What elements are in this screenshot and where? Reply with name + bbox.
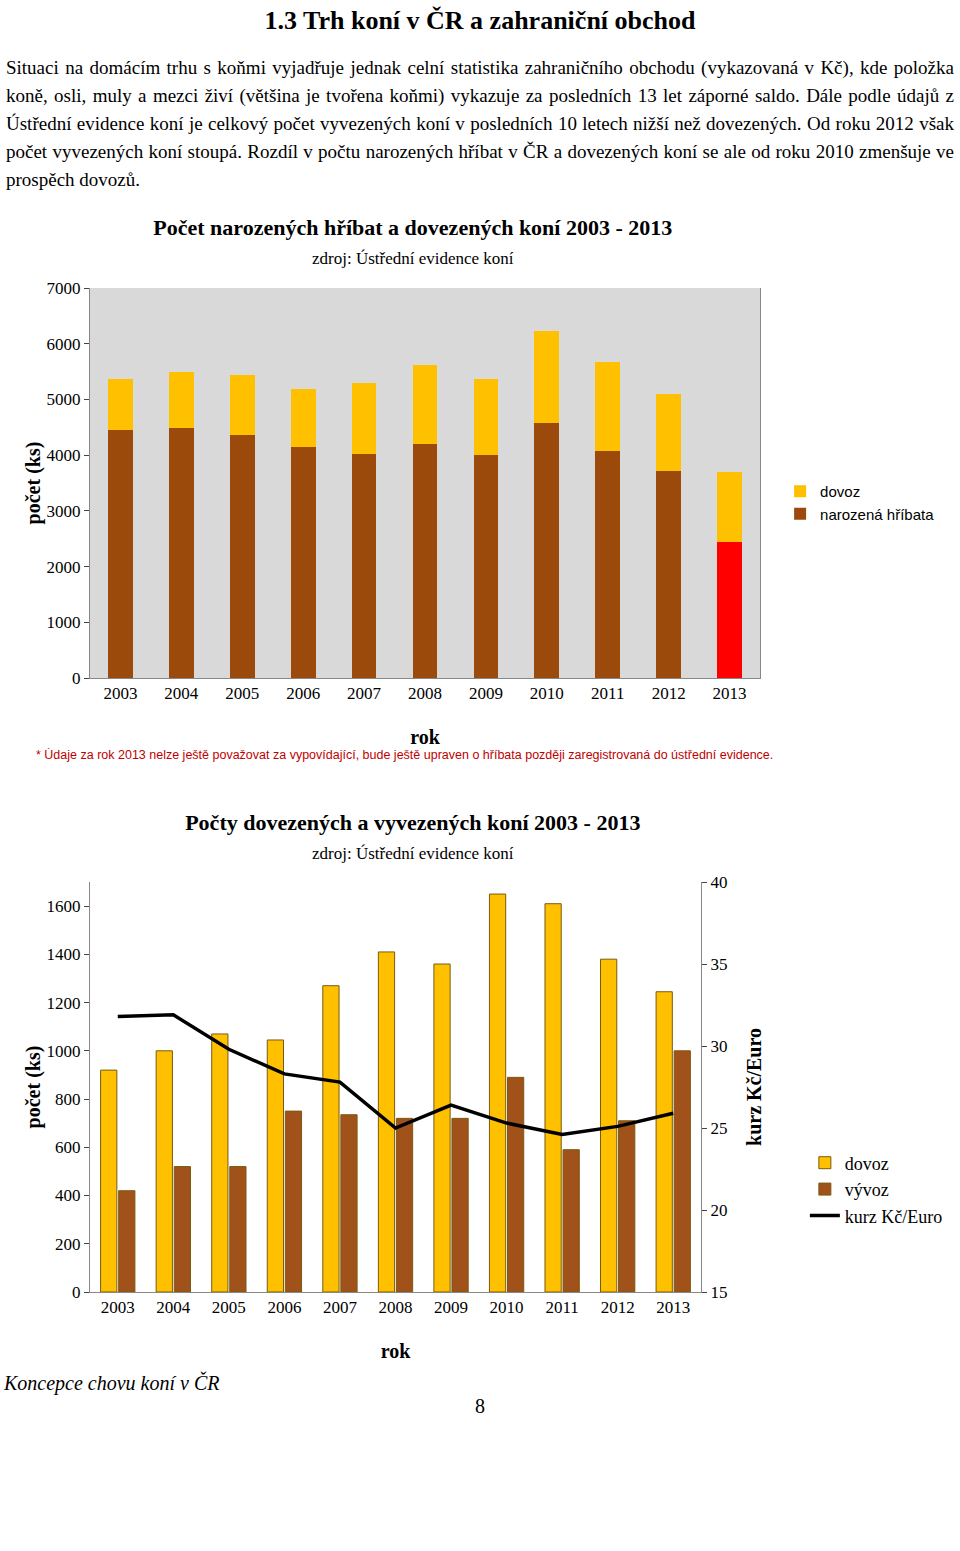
svg-text:25: 25 [710,1119,727,1138]
svg-text:40: 40 [710,873,727,892]
svg-text:800: 800 [55,1090,81,1109]
svg-text:200: 200 [55,1235,81,1254]
html-text:Koncepce chovu koní v ČR: Koncepce chovu koní v ČR [4,1372,220,1394]
svg-text:600: 600 [55,1138,81,1157]
svg-text:4000: 4000 [47,446,81,465]
svg-text:1600: 1600 [47,897,81,916]
svg-text:dovoz: dovoz [820,483,860,500]
svg-text:vývoz: vývoz [845,1180,889,1200]
svg-text:2004: 2004 [164,684,199,703]
svg-text:2010: 2010 [490,1298,524,1317]
svg-text:2013: 2013 [713,684,747,703]
svg-text:35: 35 [710,955,727,974]
svg-text:rok: rok [381,1340,412,1362]
svg-text:2005: 2005 [225,684,259,703]
svg-text:2008: 2008 [379,1298,413,1317]
svg-text:2006: 2006 [267,1298,301,1317]
svg-text:kurz Kč/Euro: kurz Kč/Euro [845,1207,942,1227]
html-text:Situaci na domácím trhu s koňm: Situaci na domácím trhu s koňmi vyjadřuj… [6,57,954,190]
svg-text:1000: 1000 [47,1042,81,1061]
svg-text:2011: 2011 [591,684,624,703]
svg-text:Počet narozených hříbat a dove: Počet narozených hříbat a dovezených kon… [153,215,672,268]
svg-text:2003: 2003 [103,684,137,703]
svg-text:5000: 5000 [47,390,81,409]
svg-text:2012: 2012 [601,1298,635,1317]
svg-text:0: 0 [72,1283,81,1302]
svg-text:15: 15 [710,1283,727,1302]
html-text:* Údaje za rok 2013 nelze ješt: * Údaje za rok 2013 nelze ještě považova… [36,748,774,762]
svg-text:2007: 2007 [323,1298,358,1317]
svg-text:2013: 2013 [656,1298,690,1317]
svg-text:1400: 1400 [47,945,81,964]
svg-text:2005: 2005 [212,1298,246,1317]
svg-text:Počty dovezených a vyvezených: Počty dovezených a vyvezených koní 2003 … [185,810,640,863]
svg-text:7000: 7000 [47,279,81,298]
svg-text:2009: 2009 [434,1298,468,1317]
svg-text:2010: 2010 [530,684,564,703]
svg-text:3000: 3000 [47,502,81,521]
html-text:1.3 Trh koní v ČR a zahraniční: 1.3 Trh koní v ČR a zahraniční obchod [264,6,696,35]
svg-text:30: 30 [710,1037,727,1056]
svg-text:0: 0 [72,669,81,688]
svg-text:1200: 1200 [47,994,81,1013]
svg-text:2008: 2008 [408,684,442,703]
svg-text:20: 20 [710,1201,727,1220]
svg-text:2009: 2009 [469,684,503,703]
svg-text:2000: 2000 [47,558,81,577]
svg-text:počet (ks): počet (ks) [22,442,45,525]
svg-text:kurz Kč/Euro: kurz Kč/Euro [743,1028,765,1146]
svg-text:narozená hříbata: narozená hříbata [820,506,934,523]
html-text:8: 8 [475,1395,485,1417]
svg-text:2006: 2006 [286,684,320,703]
svg-text:počet (ks): počet (ks) [22,1046,45,1129]
svg-text:2003: 2003 [101,1298,135,1317]
svg-text:2012: 2012 [652,684,686,703]
svg-text:1000: 1000 [47,613,81,632]
svg-text:2007: 2007 [347,684,382,703]
svg-text:6000: 6000 [47,335,81,354]
svg-text:2004: 2004 [156,1298,191,1317]
svg-text:400: 400 [55,1186,81,1205]
svg-text:dovoz: dovoz [845,1154,889,1174]
svg-text:rok: rok [410,726,441,748]
svg-text:2011: 2011 [545,1298,578,1317]
